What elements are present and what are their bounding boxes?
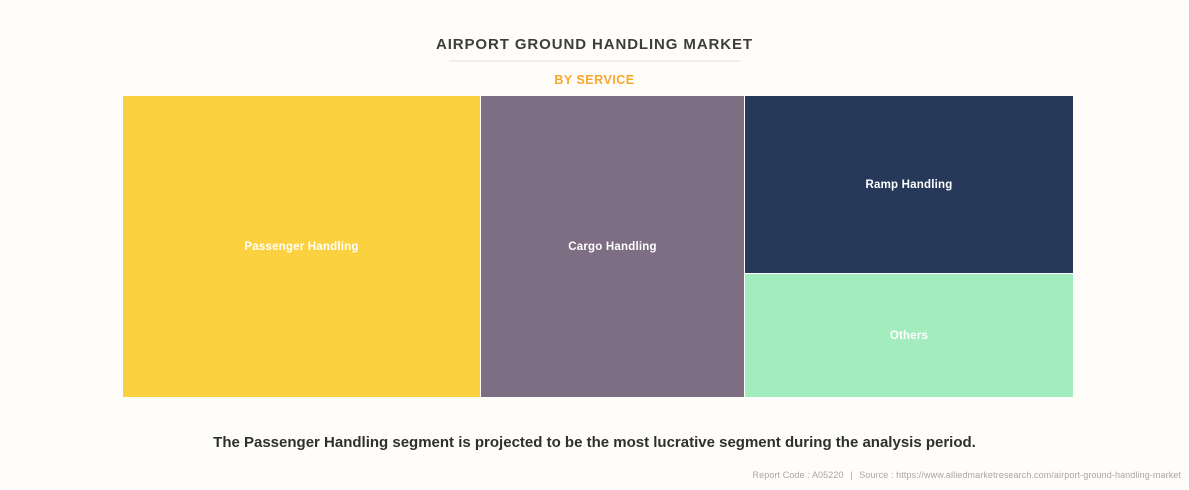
treemap-chart: Passenger Handling Cargo Handling Ramp H… [123,96,1073,397]
chart-subtitle: BY SERVICE [554,73,635,87]
title-underline [448,60,741,62]
source-url-text[interactable]: Source : https://www.alliedmarketresearc… [859,470,1181,480]
segment-label-passenger-handling: Passenger Handling [244,240,359,253]
footer-separator: | [850,470,853,480]
chart-footer: Report Code : A05220 | Source : https://… [753,470,1181,480]
treemap-segment-cargo-handling[interactable]: Cargo Handling [481,96,744,397]
segment-label-ramp-handling: Ramp Handling [865,178,953,191]
chart-caption: The Passenger Handling segment is projec… [213,434,976,451]
treemap-segment-others[interactable]: Others [745,274,1073,397]
segment-label-cargo-handling: Cargo Handling [568,240,657,253]
treemap-segment-passenger-handling[interactable]: Passenger Handling [123,96,480,397]
chart-title: AIRPORT GROUND HANDLING MARKET [436,36,753,53]
treemap-segment-ramp-handling[interactable]: Ramp Handling [745,96,1073,273]
segment-label-others: Others [889,329,929,342]
chart-header: AIRPORT GROUND HANDLING MARKET BY SERVIC… [0,0,1189,87]
report-code-text: Report Code : A05220 [752,470,844,480]
